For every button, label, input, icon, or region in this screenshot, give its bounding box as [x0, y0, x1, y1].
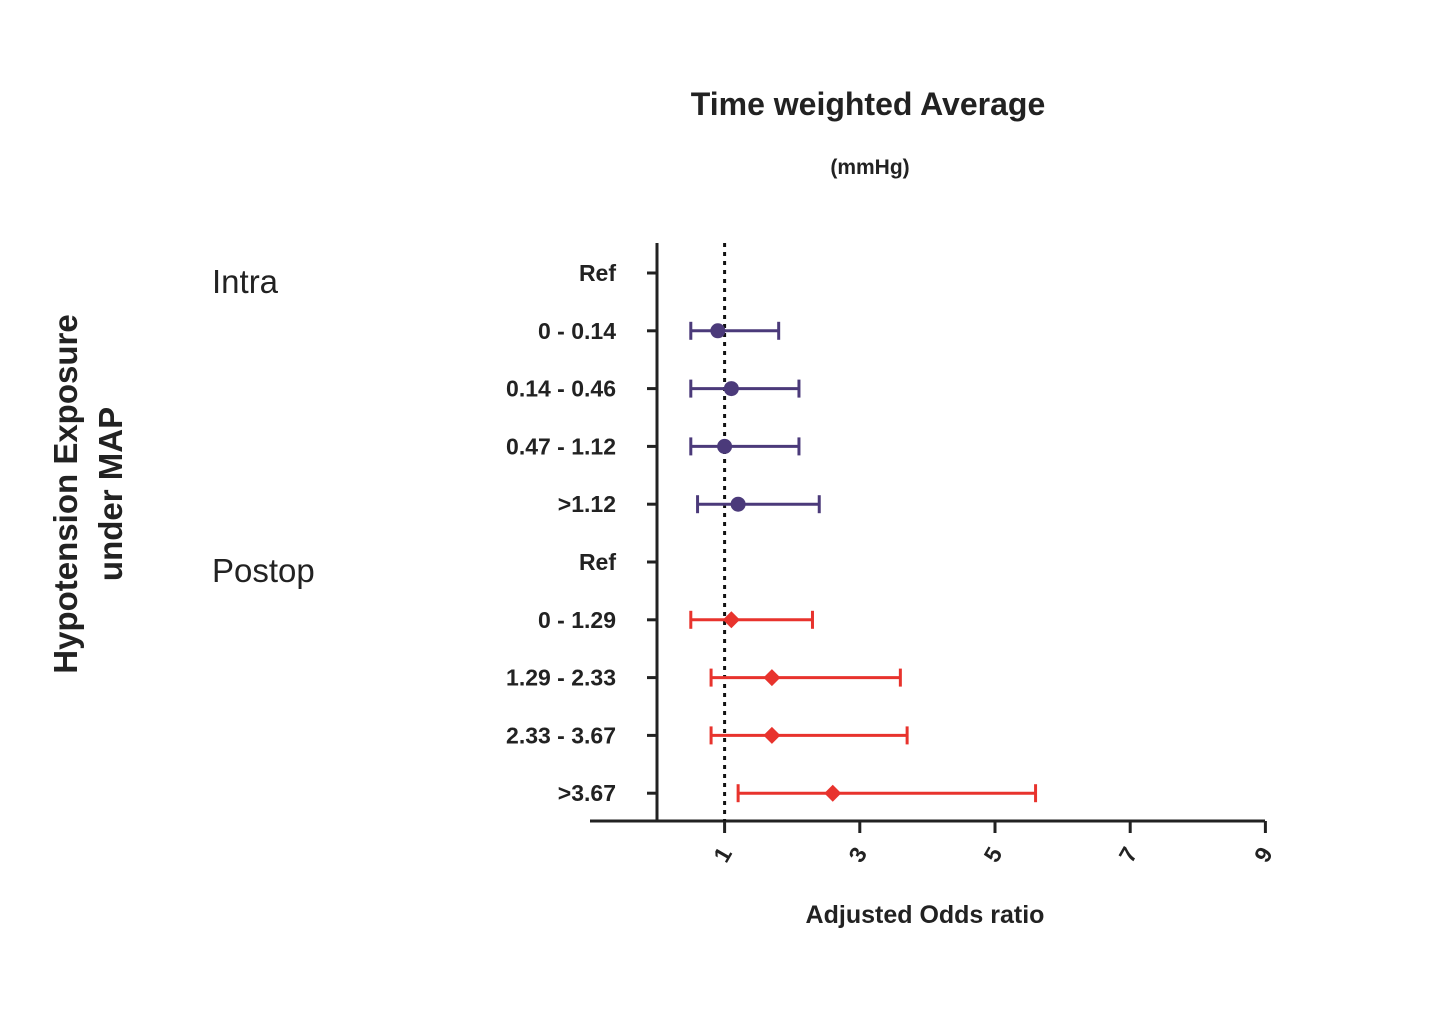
- odds-ratio-point: [763, 669, 781, 687]
- category-label: 1.29 - 2.33: [506, 665, 616, 691]
- x-tick-label: 5: [978, 842, 1007, 866]
- y-axis-title-line-2: under MAP: [92, 407, 129, 581]
- x-tick-label: 1: [708, 842, 737, 866]
- group-label: Postop: [212, 552, 315, 589]
- group-label: Intra: [212, 263, 279, 300]
- chart-title: Time weighted Average: [691, 86, 1045, 122]
- x-tick-label: 9: [1249, 843, 1278, 867]
- odds-ratio-point: [763, 726, 781, 744]
- category-label: >3.67: [558, 780, 616, 806]
- x-axis-title: Adjusted Odds ratio: [806, 901, 1045, 929]
- category-label: >1.12: [558, 491, 616, 517]
- category-label: Ref: [579, 549, 616, 575]
- odds-ratio-point: [717, 438, 733, 454]
- category-label: 0.14 - 0.46: [506, 376, 616, 402]
- y-axis-title: Hypotension Exposure under MAP: [47, 314, 129, 673]
- chart-subtitle: (mmHg): [830, 156, 909, 179]
- plot-area: 1 3 5 7 9 Intra Ref 0 - 0.14 0.14 - 0.46 0.47 - 1…: [212, 243, 1278, 867]
- category-label: 0 - 0.14: [538, 318, 616, 344]
- category-label: 2.33 - 3.67: [506, 722, 616, 748]
- y-axis-title-line-1: Hypotension Exposure: [47, 314, 84, 673]
- category-label: 0 - 1.29: [538, 607, 616, 633]
- category-label: 0.47 - 1.12: [506, 433, 616, 459]
- odds-ratio-point: [722, 611, 740, 629]
- category-label: Ref: [579, 260, 616, 286]
- x-tick-label: 7: [1114, 843, 1143, 867]
- odds-ratio-point: [710, 323, 726, 339]
- odds-ratio-point: [824, 784, 842, 802]
- x-tick-label: 3: [843, 843, 872, 867]
- odds-ratio-point: [730, 496, 746, 512]
- odds-ratio-point: [723, 381, 739, 397]
